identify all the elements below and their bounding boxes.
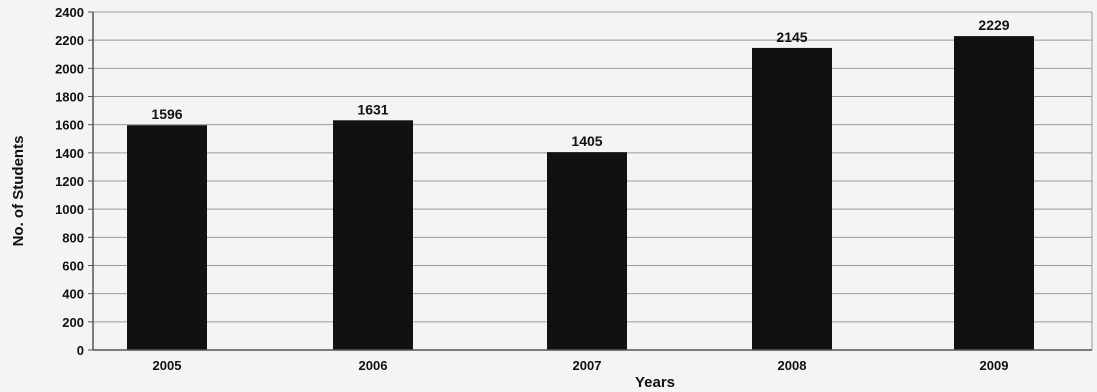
x-tick-label-2005: 2005 [153, 358, 182, 373]
axes [88, 11, 1092, 351]
y-tick-label: 1600 [55, 118, 84, 133]
labels: 0 200 400 600 800 1000 1200 1400 1600 1800 2000 220… [55, 5, 1010, 373]
bar-2005 [127, 125, 207, 350]
x-tick-label-2006: 2006 [359, 358, 388, 373]
data-label-2006: 1631 [357, 101, 388, 117]
data-label-2007: 1405 [571, 133, 602, 149]
bar-2008 [752, 47, 832, 350]
y-tick-label: 1200 [55, 174, 84, 189]
y-tick-label: 2000 [55, 61, 84, 76]
data-label-2005: 1596 [151, 106, 182, 122]
x-axis-title: Years [635, 374, 675, 391]
bar-2006 [333, 120, 413, 350]
data-label-2008: 2145 [776, 29, 807, 45]
x-tick-label-2007: 2007 [573, 358, 602, 373]
bars [127, 36, 1034, 351]
data-label-2009: 2229 [978, 17, 1009, 33]
y-tick-label: 2200 [55, 33, 84, 48]
x-tick-label-2009: 2009 [980, 358, 1009, 373]
y-tick-label: 1400 [55, 146, 84, 161]
y-tick-label: 1000 [55, 202, 84, 217]
y-tick-label: 800 [62, 230, 84, 245]
y-tick-label: 200 [62, 315, 84, 330]
y-axis-title: No. of Students [10, 136, 27, 247]
y-tick-label: 600 [62, 259, 84, 274]
bar-2009 [954, 36, 1034, 351]
y-tick-label: 1800 [55, 90, 84, 105]
y-tick-label: 400 [62, 287, 84, 302]
x-tick-label-2008: 2008 [778, 358, 807, 373]
bar-2007 [547, 152, 627, 350]
y-tick-label: 2400 [55, 5, 84, 20]
y-tick-label: 0 [77, 343, 84, 358]
